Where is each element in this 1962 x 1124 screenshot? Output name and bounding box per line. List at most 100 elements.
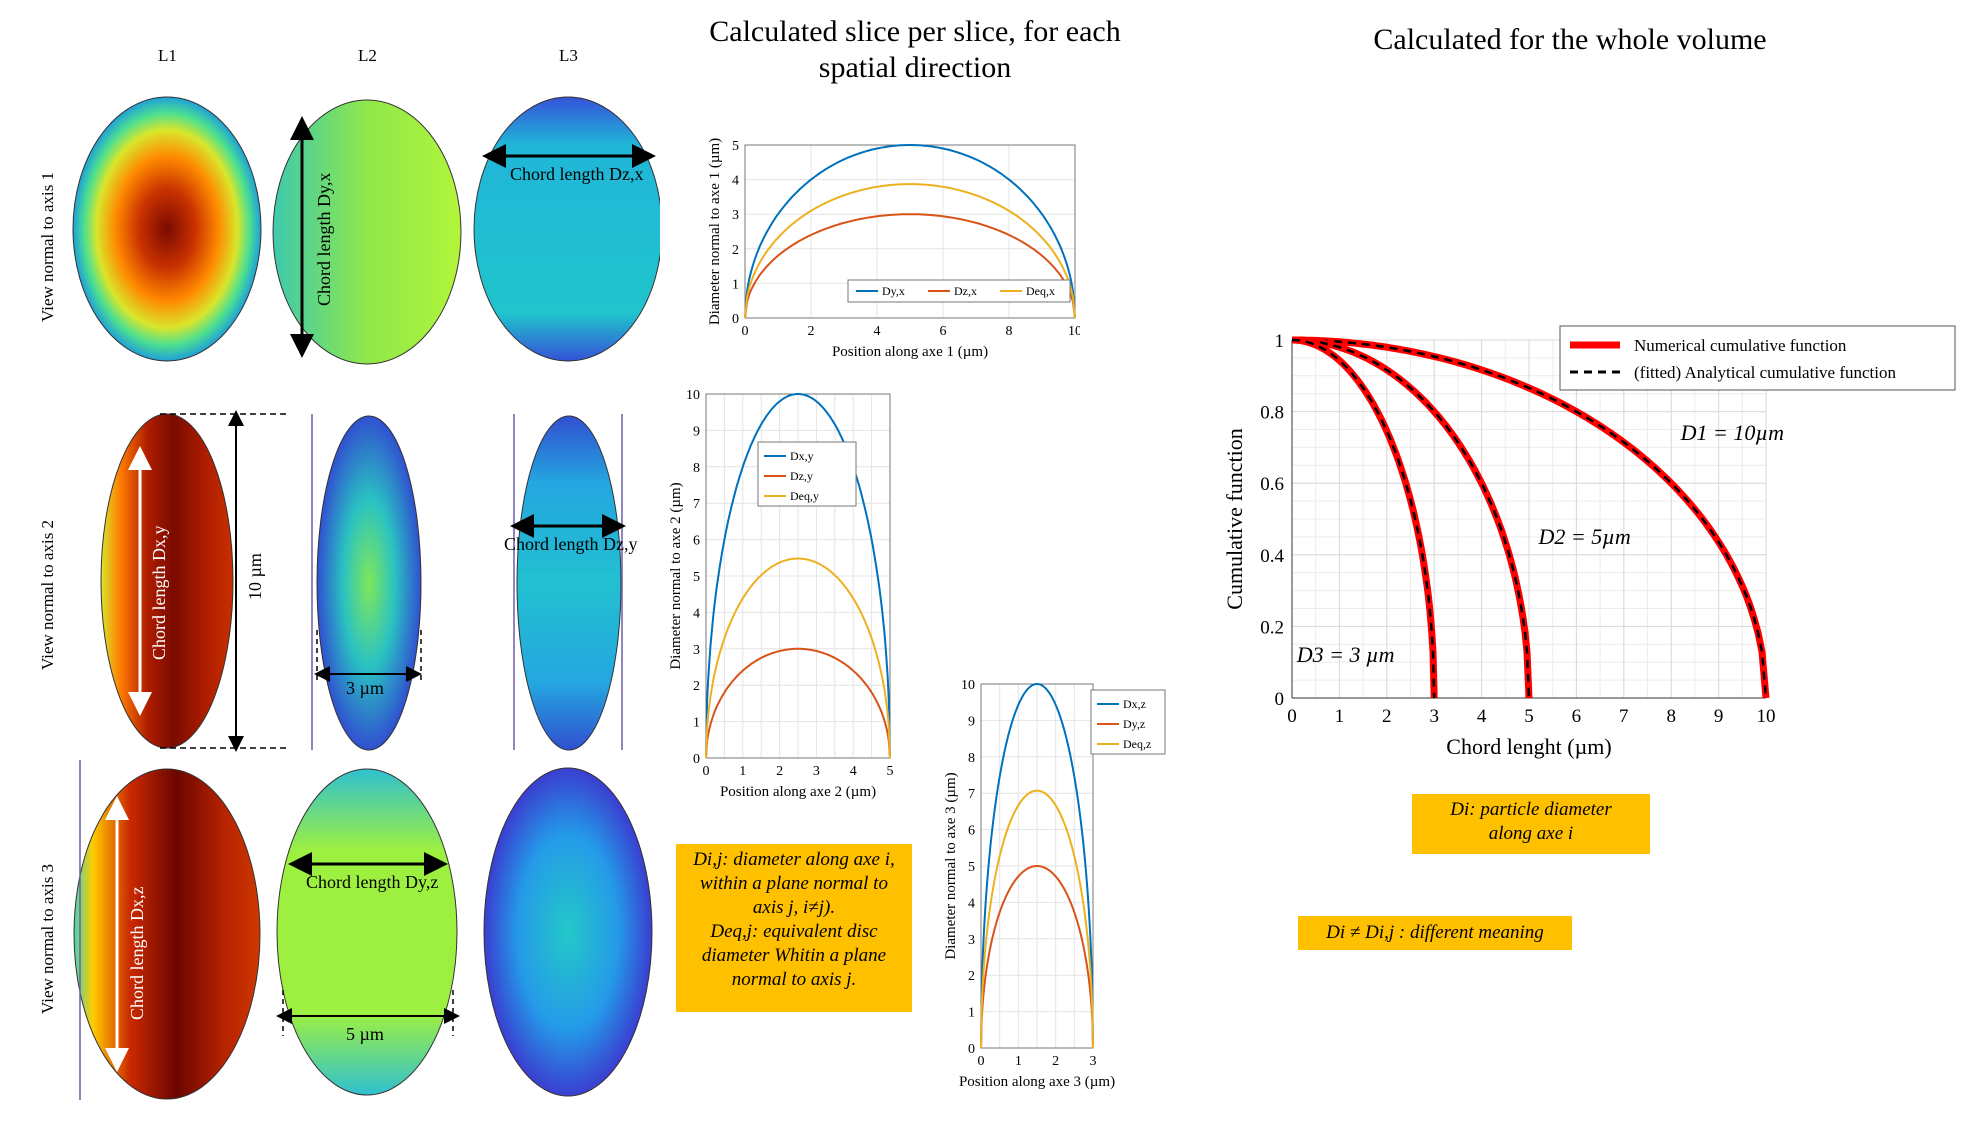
ellipse-panel: Chord length Dy,x Chord length Dz,x Chor… [72, 96, 660, 1100]
y-tick-label: 0.8 [1260, 403, 1284, 424]
chart-axe1: 0 2 4 6 8 10 0 1 2 3 4 5 Position along axe 1 (µm) Di… [707, 138, 1080, 360]
curve-label: D3 = 3 µm [1296, 642, 1395, 667]
series-line [980, 865, 1094, 1049]
series-line [705, 393, 891, 759]
y-tick-label: 5 [693, 570, 700, 585]
x-tick-label: 2 [1052, 1054, 1059, 1069]
x-tick-label: 1 [1335, 706, 1345, 727]
note-meaning: Di ≠ Di,j : different meaning [1298, 916, 1572, 950]
label-dxy: Chord length Dx,y [149, 526, 169, 661]
ellipse-l3-axis2 [516, 415, 622, 751]
column-label-l2: L2 [358, 46, 377, 65]
x-tick-label: 0 [703, 764, 710, 779]
legend-label: Dy,z [1123, 717, 1145, 731]
y-tick-label: 10 [686, 388, 700, 403]
x-tick-label: 2 [776, 764, 783, 779]
note-dij-line: within a plane normal to [700, 873, 888, 894]
legend-label: Dz,y [790, 469, 813, 483]
y-tick-label: 0 [1275, 689, 1285, 710]
y-tick-label: 1 [1275, 331, 1285, 352]
x-tick-label: 1 [1015, 1054, 1022, 1069]
x-tick-label: 3 [1429, 706, 1439, 727]
analytical-curve [1292, 338, 1531, 699]
volume-heading: Calculated for the whole volume [1373, 23, 1767, 56]
y-axis-label: Diameter normal to axe 2 (µm) [668, 482, 684, 669]
label-dyx: Chord length Dy,x [314, 173, 334, 306]
y-tick-label: 6 [693, 534, 700, 549]
x-tick-label: 8 [1666, 706, 1676, 727]
ellipse-l3-axis1 [473, 96, 660, 362]
note-di-line: Di: particle diameter [1450, 799, 1612, 820]
x-tick-label: 6 [1572, 706, 1582, 727]
y-tick-label: 0 [732, 312, 739, 327]
x-tick-label: 4 [1477, 706, 1487, 727]
note-dij-line: Di,j: diameter along axe i, [693, 849, 895, 870]
slice-heading-line1: Calculated slice per slice, for each [709, 15, 1121, 48]
ellipse-l1-axis3 [73, 768, 261, 1100]
ellipse-l1-axis1 [72, 96, 262, 362]
y-tick-label: 0.2 [1260, 617, 1284, 638]
x-tick-label: 7 [1619, 706, 1629, 727]
ellipse-l3-axis3 [483, 767, 653, 1097]
y-tick-label: 9 [693, 424, 700, 439]
series-line [980, 789, 1094, 1049]
y-tick-label: 2 [732, 243, 739, 258]
y-tick-label: 1 [693, 716, 700, 731]
y-tick-label: 1 [968, 1006, 975, 1021]
ellipse-l2-axis3 [276, 768, 458, 1096]
legend-label: Dy,x [882, 284, 905, 298]
legend-label: Deq,x [1026, 284, 1055, 298]
analytical-curve [1292, 338, 1436, 699]
y-tick-label: 4 [693, 606, 700, 621]
y-tick-label: 4 [732, 174, 739, 189]
chart-cumulative: 0 1 2 3 4 5 6 7 8 9 10 0 0.2 0.4 0.6 0.8 1 D1 = 10µm D2 = … [1222, 325, 1956, 759]
label-dxz: Chord length Dx,z [127, 887, 147, 1020]
x-tick-label: 0 [1287, 706, 1297, 727]
legend-box [847, 279, 1071, 303]
x-tick-label: 3 [1090, 1054, 1097, 1069]
series-line [744, 183, 1076, 319]
column-label-l3: L3 [559, 46, 578, 65]
x-tick-label: 6 [940, 324, 947, 339]
y-tick-label: 10 [961, 678, 975, 693]
x-tick-label: 10 [1757, 706, 1776, 727]
y-tick-label: 5 [732, 139, 739, 154]
series-line [980, 683, 1094, 1049]
y-tick-label: 2 [968, 969, 975, 984]
row-label-axis3: View normal to axis 3 [38, 863, 57, 1014]
x-tick-label: 2 [1382, 706, 1392, 727]
legend-label: (fitted) Analytical cumulative function [1634, 363, 1896, 382]
row-label-axis1: View normal to axis 1 [38, 171, 57, 322]
y-tick-label: 6 [968, 824, 975, 839]
label-dzy: Chord length Dz,y [504, 534, 637, 554]
x-tick-label: 4 [874, 324, 881, 339]
note-dij-line: normal to axis j. [731, 969, 857, 990]
chart-axe3: 0 1 2 3 0 1 2 3 4 5 6 7 8 9 10 Position along axe 3 (µm… [943, 678, 1166, 1090]
y-tick-label: 0.4 [1260, 546, 1284, 567]
y-axis-label: Diameter normal to axe 3 (µm) [943, 772, 959, 959]
series-line [744, 213, 1076, 319]
slice-heading-line2: spatial direction [818, 51, 1012, 84]
legend-label: Deq,z [1123, 737, 1151, 751]
x-axis-label: Chord lenght (µm) [1446, 734, 1611, 759]
slice-heading: Calculated slice per slice, for each spa… [650, 14, 1180, 86]
y-tick-label: 8 [693, 461, 700, 476]
y-axis-label: Cumulative function [1222, 428, 1247, 609]
column-label-l1: L1 [158, 46, 177, 65]
note-dij-line: diameter Whitin a plane [701, 945, 887, 966]
legend-label: Numerical cumulative function [1634, 336, 1847, 355]
note-dij-line: axis j, i≠j). [752, 897, 836, 918]
series-line [744, 144, 1076, 319]
note-dij-line: Deq,j: equivalent disc [710, 921, 878, 942]
y-tick-label: 9 [968, 714, 975, 729]
x-tick-label: 5 [887, 764, 894, 779]
y-tick-label: 0 [968, 1042, 975, 1057]
curve-label: D2 = 5µm [1537, 524, 1630, 549]
y-tick-label: 3 [968, 933, 975, 948]
legend-label: Deq,y [790, 489, 819, 503]
x-tick-label: 1 [739, 764, 746, 779]
y-tick-label: 2 [693, 679, 700, 694]
x-tick-label: 3 [813, 764, 820, 779]
analytical-curve [1292, 338, 1768, 699]
y-tick-label: 1 [732, 277, 739, 292]
